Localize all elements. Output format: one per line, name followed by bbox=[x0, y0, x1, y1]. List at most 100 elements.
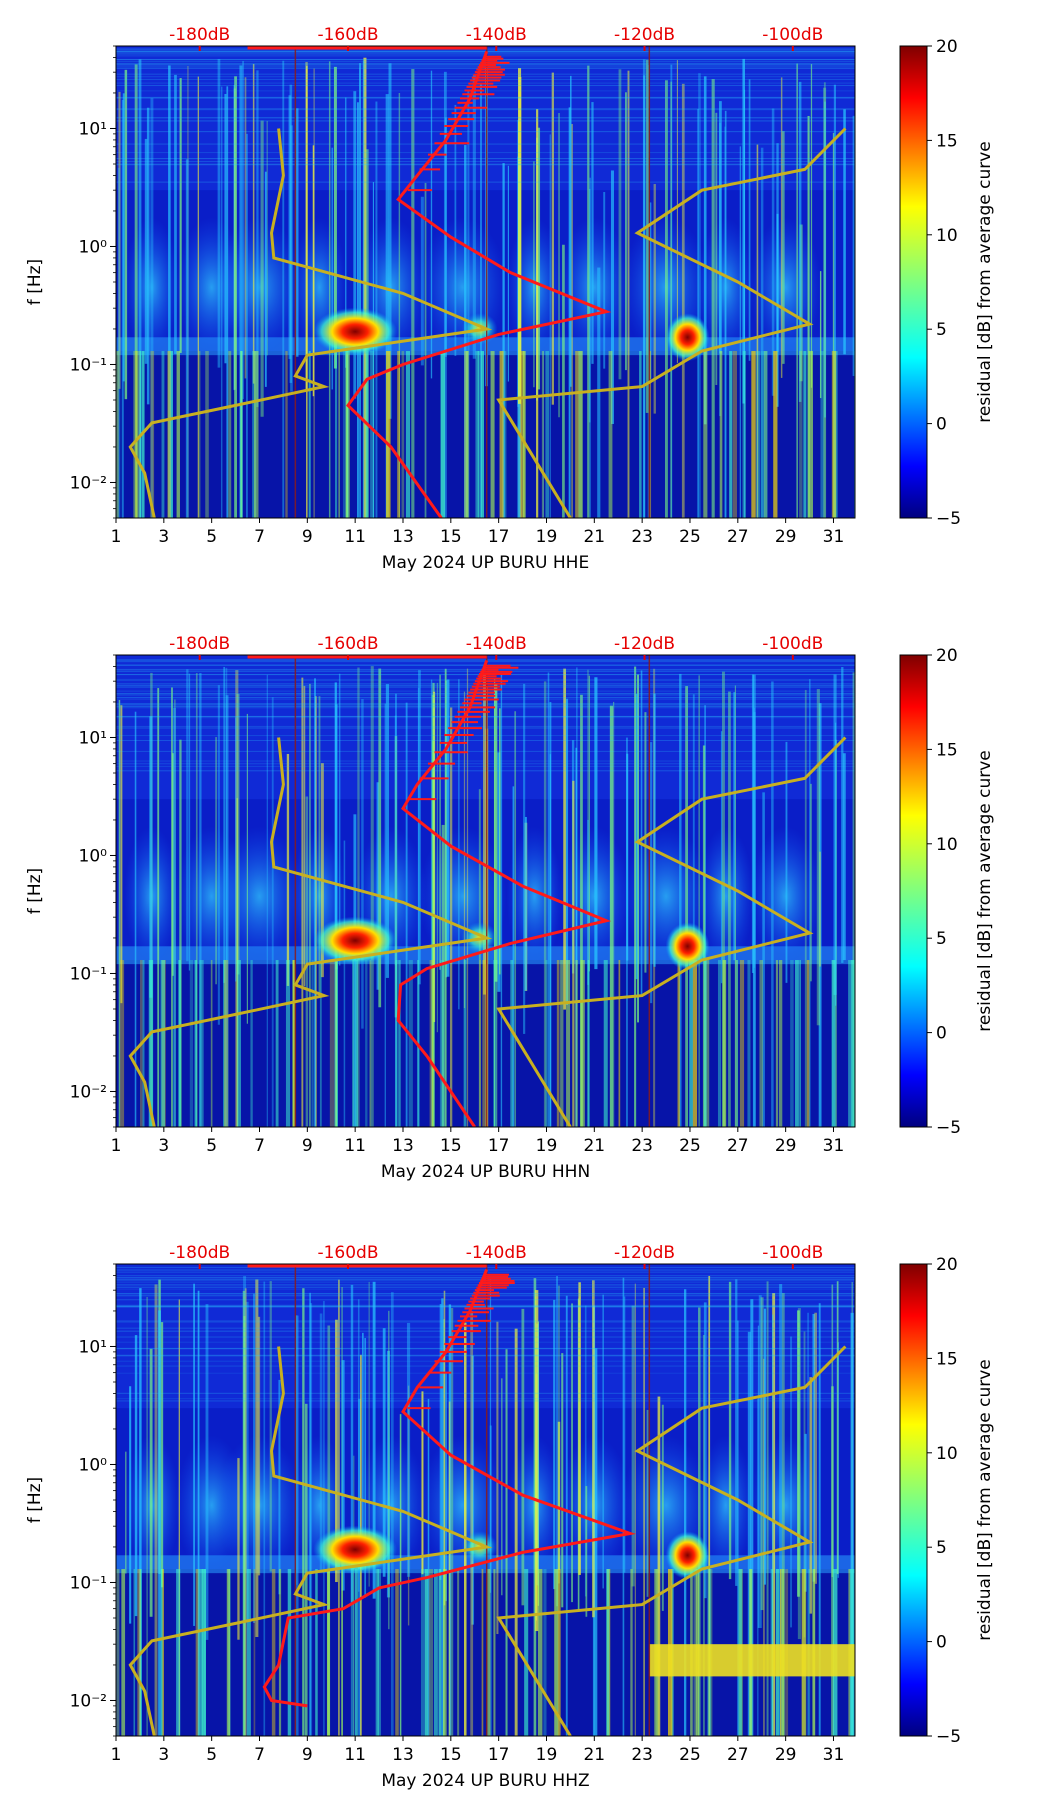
streak bbox=[441, 824, 445, 1127]
low-frequency-stripe bbox=[475, 351, 480, 518]
streak bbox=[737, 1320, 739, 1736]
streak bbox=[698, 1307, 701, 1736]
streak bbox=[570, 75, 572, 387]
streak bbox=[168, 65, 171, 518]
streak bbox=[565, 1295, 568, 1736]
streak bbox=[223, 666, 225, 983]
low-frequency-stripe bbox=[522, 351, 526, 518]
streak bbox=[565, 698, 569, 1005]
x-tick-label: 27 bbox=[727, 1745, 749, 1765]
low-frequency-stripe bbox=[377, 1569, 382, 1736]
streak bbox=[594, 1348, 598, 1736]
microseism-cloud bbox=[558, 826, 631, 967]
hotspot bbox=[665, 313, 710, 362]
low-frequency-stripe bbox=[831, 960, 836, 1127]
x-tick-label: 21 bbox=[583, 1136, 605, 1156]
streak bbox=[643, 75, 645, 518]
streak bbox=[418, 670, 421, 985]
streak bbox=[500, 672, 503, 1127]
low-frequency-stripe bbox=[545, 960, 548, 1127]
streak bbox=[439, 674, 441, 970]
streak bbox=[335, 1319, 338, 1583]
streak bbox=[306, 66, 308, 518]
psd-curve bbox=[346, 50, 612, 518]
low-frequency-stripe bbox=[167, 351, 171, 518]
streak bbox=[353, 814, 357, 1127]
streak bbox=[433, 691, 436, 1023]
low-frequency-stripe bbox=[773, 351, 778, 518]
colorbar-tick-label: 0 bbox=[936, 1024, 947, 1044]
streak bbox=[239, 65, 243, 518]
low-frequency-stripe bbox=[401, 351, 405, 518]
low-frequency-stripe bbox=[608, 351, 613, 518]
streak bbox=[149, 1348, 153, 1617]
streak bbox=[463, 1322, 467, 1736]
streak bbox=[681, 83, 685, 518]
x-tick-label: 25 bbox=[679, 1745, 701, 1765]
x-tick-label: 31 bbox=[823, 1745, 845, 1765]
speckle-row bbox=[116, 1341, 855, 1343]
low-frequency-stripe bbox=[480, 351, 484, 518]
x-tick-label: 23 bbox=[631, 527, 653, 547]
streak bbox=[742, 58, 745, 404]
low-frequency-stripe bbox=[205, 351, 209, 518]
streak bbox=[494, 683, 498, 982]
plot-area bbox=[116, 46, 855, 518]
streak bbox=[818, 1303, 821, 1736]
streak bbox=[610, 170, 614, 424]
x-tick-label: 23 bbox=[631, 1745, 653, 1765]
x-tick-label: 7 bbox=[254, 527, 265, 547]
streak bbox=[563, 668, 566, 1010]
x-tick-label: 15 bbox=[440, 1745, 462, 1765]
streak bbox=[679, 673, 682, 1127]
low-frequency-stripe bbox=[386, 351, 391, 518]
streak bbox=[780, 77, 783, 378]
low-frequency-stripe bbox=[580, 960, 585, 1127]
streak bbox=[758, 1295, 762, 1629]
low-frequency-stripe bbox=[820, 351, 824, 518]
low-frequency-stripe bbox=[201, 1569, 206, 1736]
colorbar-tick-label: 10 bbox=[936, 226, 958, 246]
microseism-cloud bbox=[749, 1435, 822, 1576]
microseism-cloud bbox=[506, 217, 563, 358]
streak bbox=[561, 1353, 564, 1608]
low-frequency-stripe bbox=[490, 351, 495, 518]
speckle-row bbox=[116, 1372, 855, 1374]
streak bbox=[205, 1304, 209, 1640]
colorbar-tick-label: 5 bbox=[936, 929, 947, 949]
streak bbox=[507, 165, 509, 382]
speckle-row bbox=[116, 49, 855, 51]
streak bbox=[524, 816, 527, 991]
streak bbox=[146, 1296, 148, 1736]
low-frequency-stripe bbox=[150, 351, 155, 518]
streak bbox=[602, 1294, 604, 1589]
streak bbox=[450, 1308, 454, 1736]
streak bbox=[253, 1293, 255, 1623]
streak bbox=[523, 683, 526, 1034]
streak bbox=[657, 1396, 661, 1736]
db-scale-label: -160dB bbox=[317, 634, 378, 654]
streak bbox=[771, 681, 774, 1127]
streak bbox=[721, 671, 725, 1127]
speckle-row bbox=[116, 765, 855, 767]
streak bbox=[558, 1285, 560, 1584]
streak bbox=[772, 1314, 774, 1736]
streak bbox=[146, 107, 150, 405]
microseism-cloud bbox=[215, 826, 304, 967]
low-frequency-stripe bbox=[795, 960, 799, 1127]
streak bbox=[728, 691, 731, 1127]
colorbar-tick-label: 10 bbox=[936, 835, 958, 855]
streak bbox=[842, 753, 846, 961]
x-tick-label: 25 bbox=[679, 1136, 701, 1156]
speckle-row bbox=[116, 1304, 855, 1306]
noise-model-high bbox=[496, 127, 847, 518]
low-frequency-stripe bbox=[556, 960, 560, 1127]
low-frequency-stripe bbox=[831, 351, 837, 518]
x-tick-label: 15 bbox=[440, 1136, 462, 1156]
streak bbox=[496, 1321, 499, 1635]
streak bbox=[807, 1312, 809, 1736]
microseism-cloud bbox=[123, 217, 180, 358]
x-tick-label: 13 bbox=[392, 527, 414, 547]
colorbar-tick-label: 0 bbox=[936, 1633, 947, 1653]
speckle-row bbox=[116, 1347, 855, 1349]
